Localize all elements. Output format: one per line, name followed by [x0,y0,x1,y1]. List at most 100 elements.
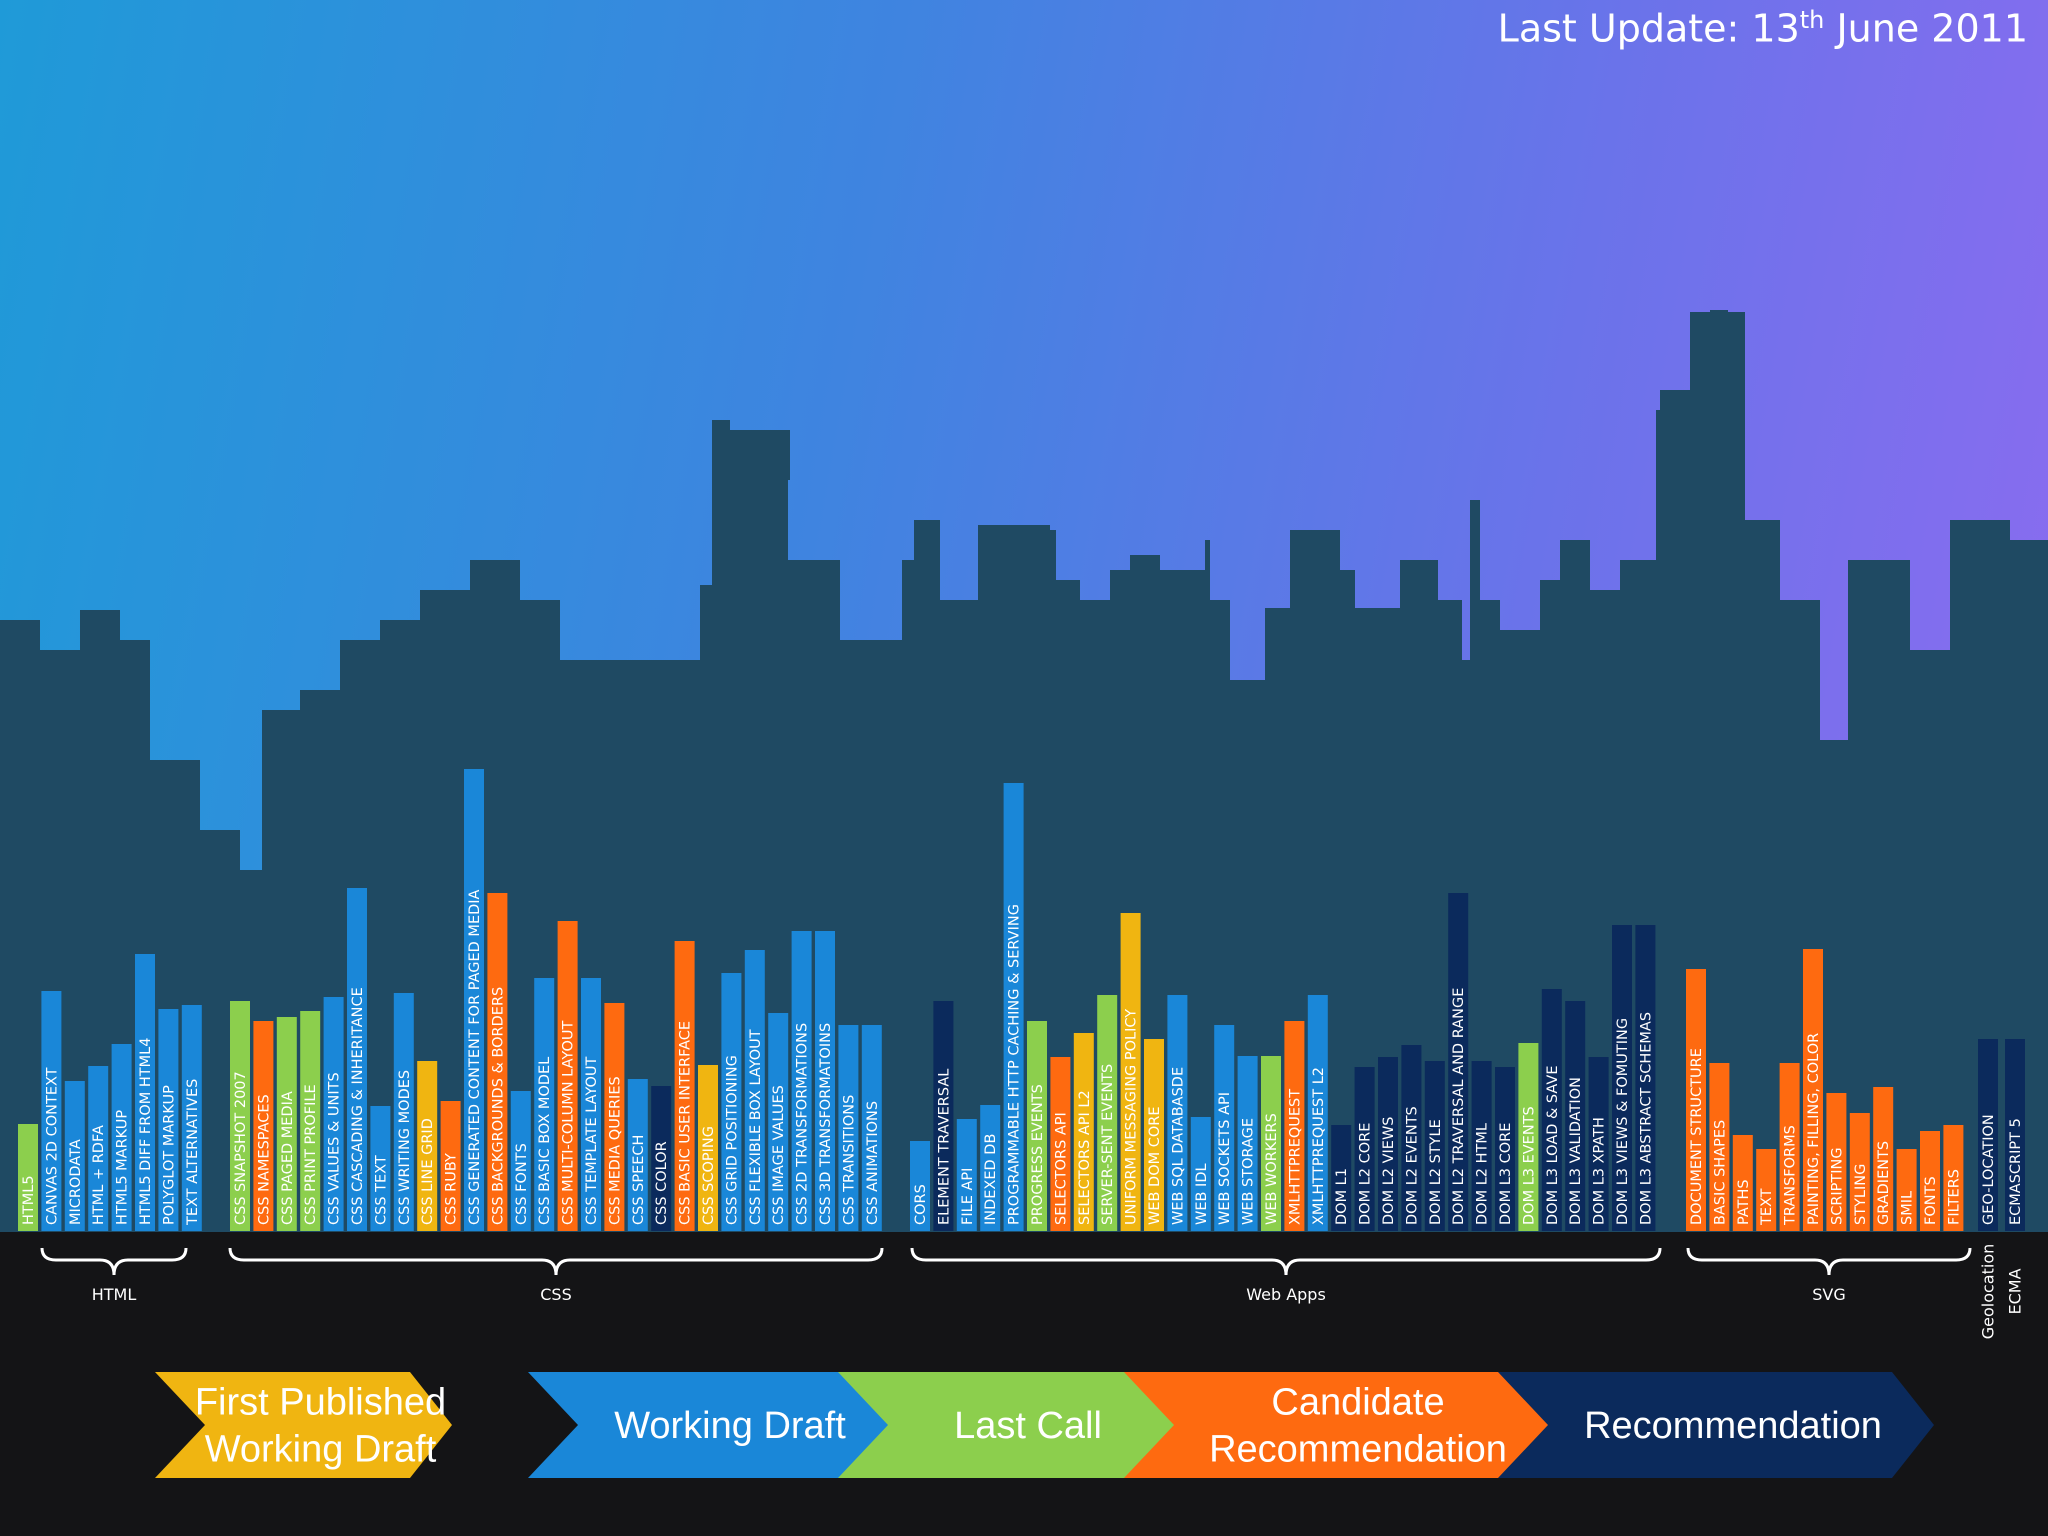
bar [1732,1135,1753,1231]
legend-label: Recommendation [1209,1429,1507,1471]
bar [1686,969,1706,1231]
bar [1709,1063,1730,1231]
bar [721,973,742,1231]
bar-label: DOM L3 XPATH [1592,1117,1608,1225]
bar-label: CSS SPEECH [631,1135,647,1225]
bar-label: POLYGLOT MARKUP [161,1085,177,1225]
bar-label: XMLHTTPREQUEST [1287,1089,1303,1225]
bar-label: DOM L3 ABSTRACT SCHEMAS [1638,1012,1654,1225]
bar-label: CSS GENERATED CONTENT FOR PAGED MEDIA [467,889,483,1225]
bar-label: CSS VALUES & UNITS [327,1072,343,1225]
bar [1401,1045,1422,1231]
bar [1943,1125,1964,1231]
bar-label: CSS TEMPLATE LAYOUT [584,1056,600,1225]
bar [1635,925,1656,1231]
group-label: SVG [1812,1285,1846,1304]
legend-label: First Published [195,1382,446,1424]
bar-label: DOM L2 CORE [1358,1123,1374,1225]
bar [1307,995,1328,1231]
bar [41,991,62,1231]
bar [1448,893,1469,1231]
bar-label: ELEMENT TRAVERSAL [936,1069,952,1225]
bar-label: CSS RUBY [444,1153,460,1225]
bar-label: DOM L3 VIEWS & FOMUTING [1615,1018,1631,1225]
last-update-text: Last Update: 13th June 2011 [1498,6,2028,51]
group-label: HTML [91,1285,137,1304]
bar [1214,1025,1235,1231]
legend-label: Working Draft [205,1429,437,1471]
bar [1237,1056,1258,1231]
bar-label: INDEXED DB [983,1134,999,1225]
bar [276,1017,297,1231]
bar [1073,1033,1094,1231]
bar-label: SCRIPTING [1829,1147,1845,1225]
bar [230,1001,250,1231]
bar [347,888,367,1231]
bar-label: CSS PAGED MEDIA [280,1091,296,1225]
bar-label: WEB SQL DATABASDE [1170,1067,1186,1225]
bar [300,1011,321,1231]
bars-layer: HTML5 CANVAS 2D CONTEXT MICRODATA HTML + RD… [18,769,2025,1231]
bar [1896,1149,1917,1231]
bar-label: CSS IMAGE VALUES [771,1085,787,1225]
legend-swatch [1124,1372,1558,1478]
bar [1003,783,1024,1231]
bar-label: CSS NAMESPACES [256,1094,272,1225]
bar-label: XMLHTTPREQUEST L2 [1311,1067,1327,1225]
bar-group-2: CORS ELEMENT TRAVERSAL FILE API INDEXED DB P… [910,783,1656,1231]
bar-label: FONTS [1923,1176,1939,1225]
bar-label: CSS ANIMATIONS [865,1101,881,1225]
bar [1756,1149,1777,1231]
bar-label: DOM L3 LOAD & SAVE [1545,1066,1561,1226]
bar-label: PROGRAMMABLE HTTP CACHING & SERVING [1007,904,1023,1225]
bar-label: DOM L2 VIEWS [1381,1116,1397,1225]
legend-chevron-candidate-recommendation: Candidate Recommendation [1124,1372,1558,1478]
bar-label: CSS MEDIA QUERIES [607,1076,623,1225]
bar-label: CSS TRANSITIONS [841,1095,857,1225]
legend-label: Recommendation [1584,1405,1882,1447]
bar [417,1061,438,1231]
bar [1978,1039,1998,1231]
bar-label: SELECTORS API L2 [1077,1090,1093,1225]
bar [1097,995,1118,1231]
legend-label: Candidate [1271,1382,1444,1424]
bar [791,931,812,1231]
bar-label: CSS FLEXIBLE BOX LAYOUT [748,1029,764,1225]
bar [1849,1113,1870,1231]
bar [1120,913,1141,1231]
bar-label: ECMASCRIPT 5 [2008,1118,2024,1225]
bar-label: PATHS [1736,1179,1752,1225]
bar-label: DOM L2 HTML [1475,1123,1491,1225]
bar [64,1081,85,1231]
bar [1873,1087,1894,1231]
group-brace [1686,1247,1972,1276]
group-brace [228,1247,884,1276]
bar-label: CSS MULTI-COLUMN LAYOUT [561,1021,577,1225]
bar-label: DOM L3 VALIDATION [1568,1077,1584,1225]
bar-label: CSS 3D TRANSFORMATOINS [818,1023,834,1225]
bar-label: DOM L3 EVENTS [1521,1106,1537,1225]
bar [933,1001,954,1231]
bar [768,1013,789,1231]
bar [581,978,601,1231]
bar-group-5: ECMASCRIPT 5 [2005,1039,2025,1231]
bar-group-0: HTML5 CANVAS 2D CONTEXT MICRODATA HTML + RD… [18,954,202,1231]
bar-label: PAINTING, FILLING, COLOR [1806,1033,1822,1225]
bar [651,1086,672,1231]
update-prefix: Last Update: 13 [1497,6,1800,51]
bar [1050,1057,1071,1231]
bar [861,1025,882,1231]
legend-chevron-working-draft: Working Draft [528,1372,898,1478]
bar [1378,1057,1398,1231]
bar [464,769,484,1231]
bar-group-4: GEO-LOCATION [1978,1039,1998,1231]
bar [674,941,695,1231]
bar-label: WEB IDL [1194,1163,1210,1225]
bar-label: TEXT ALTERNATIVES [185,1079,201,1226]
bar-label: HTML5 MARKUP [115,1110,131,1225]
bar-label: CSS WRITING MODES [397,1070,413,1225]
bar-label: SERVER-SENT EVENTS [1100,1064,1116,1225]
bar [393,993,414,1231]
bar [440,1101,461,1231]
